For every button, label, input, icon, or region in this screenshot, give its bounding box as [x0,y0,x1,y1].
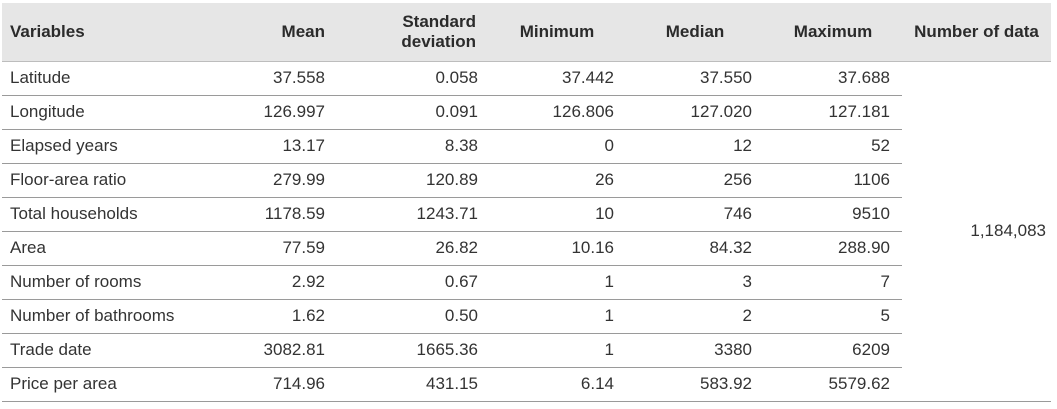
cell-min: 1 [488,299,626,334]
cell-variable: Number of rooms [2,265,217,300]
cell-min: 10.16 [488,231,626,266]
cell-min: 126.806 [488,95,626,130]
table-row: Floor-area ratio 279.99 120.89 26 256 11… [2,163,1051,198]
cell-max: 5 [764,299,902,334]
cell-median: 37.550 [626,61,764,96]
cell-mean: 1178.59 [217,197,347,232]
cell-median: 12 [626,129,764,164]
header-number-of-data: Number of data [902,3,1051,62]
header-std-line1: Standard [402,11,476,31]
cell-variable: Latitude [2,61,217,96]
cell-min: 1 [488,265,626,300]
cell-std: 1665.36 [347,333,488,368]
cell-min: 6.14 [488,367,626,402]
cell-median: 746 [626,197,764,232]
cell-std: 0.058 [347,61,488,96]
cell-mean: 37.558 [217,61,347,96]
cell-variable: Elapsed years [2,129,217,164]
cell-max: 6209 [764,333,902,368]
cell-variable: Price per area [2,367,217,402]
table-row: Number of bathrooms 1.62 0.50 1 2 5 [2,299,1051,334]
cell-median: 256 [626,163,764,198]
cell-mean: 3082.81 [217,333,347,368]
cell-mean: 279.99 [217,163,347,198]
cell-variable: Longitude [2,95,217,130]
cell-mean: 13.17 [217,129,347,164]
table-row: Trade date 3082.81 1665.36 1 3380 6209 [2,333,1051,368]
cell-max: 9510 [764,197,902,232]
header-variables: Variables [2,3,217,62]
header-row: Variables Mean Standard deviation Minimu… [2,3,1051,62]
cell-std: 1243.71 [347,197,488,232]
cell-max: 37.688 [764,61,902,96]
header-median: Median [626,3,764,62]
cell-min: 0 [488,129,626,164]
statistics-table: Variables Mean Standard deviation Minimu… [2,3,1051,402]
cell-max: 288.90 [764,231,902,266]
cell-min: 10 [488,197,626,232]
cell-std: 8.38 [347,129,488,164]
table-row: Latitude 37.558 0.058 37.442 37.550 37.6… [2,61,1051,402]
table-row: Area 77.59 26.82 10.16 84.32 288.90 [2,231,1051,266]
cell-median: 2 [626,299,764,334]
table-body: Latitude 37.558 0.058 37.442 37.550 37.6… [2,61,1051,402]
header-maximum: Maximum [764,3,902,62]
cell-std: 0.67 [347,265,488,300]
cell-std: 26.82 [347,231,488,266]
cell-std: 120.89 [347,163,488,198]
table-row: Price per area 714.96 431.15 6.14 583.92… [2,367,1051,402]
cell-min: 1 [488,333,626,368]
cell-mean: 714.96 [217,367,347,402]
table-header: Variables Mean Standard deviation Minimu… [2,3,1051,62]
header-std-line2: deviation [401,31,476,51]
cell-variable: Total households [2,197,217,232]
header-mean: Mean [217,3,347,62]
cell-min: 37.442 [488,61,626,96]
cell-max: 7 [764,265,902,300]
cell-mean: 126.997 [217,95,347,130]
cell-max: 52 [764,129,902,164]
cell-min: 26 [488,163,626,198]
cell-median: 3380 [626,333,764,368]
table-row: Number of rooms 2.92 0.67 1 3 7 [2,265,1051,300]
cell-median: 583.92 [626,367,764,402]
cell-median: 127.020 [626,95,764,130]
cell-max: 127.181 [764,95,902,130]
cell-variable: Floor-area ratio [2,163,217,198]
cell-mean: 2.92 [217,265,347,300]
cell-std: 0.091 [347,95,488,130]
cell-median: 84.32 [626,231,764,266]
cell-variable: Number of bathrooms [2,299,217,334]
cell-std: 0.50 [347,299,488,334]
table-row: Total households 1178.59 1243.71 10 746 … [2,197,1051,232]
cell-mean: 1.62 [217,299,347,334]
cell-max: 5579.62 [764,367,902,402]
cell-number-of-data: 1,184,083 [902,61,1051,402]
cell-mean: 77.59 [217,231,347,266]
table-row: Elapsed years 13.17 8.38 0 12 52 [2,129,1051,164]
cell-std: 431.15 [347,367,488,402]
cell-max: 1106 [764,163,902,198]
cell-variable: Area [2,231,217,266]
cell-variable: Trade date [2,333,217,368]
cell-median: 3 [626,265,764,300]
header-standard-deviation: Standard deviation [347,3,488,62]
header-minimum: Minimum [488,3,626,62]
table-row: Longitude 126.997 0.091 126.806 127.020 … [2,95,1051,130]
